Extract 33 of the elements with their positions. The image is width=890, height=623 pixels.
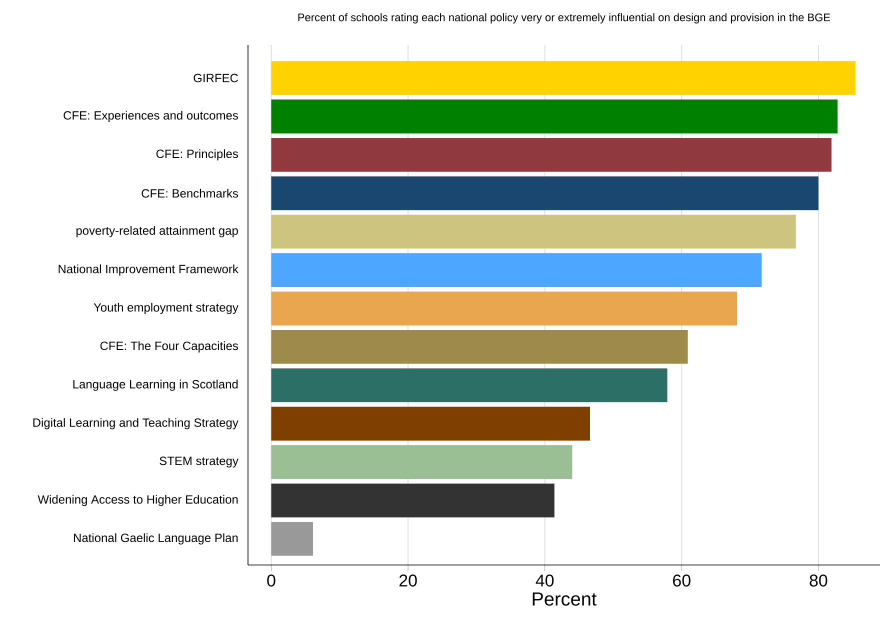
y-tick-label: National Gaelic Language Plan xyxy=(74,533,238,544)
y-tick-label: National Improvement Framework xyxy=(58,264,238,276)
bar xyxy=(271,176,818,210)
bar xyxy=(271,100,838,134)
x-tick-label: 80 xyxy=(810,574,828,587)
x-axis-title: Percent xyxy=(532,592,597,606)
bar xyxy=(271,330,688,364)
bar xyxy=(271,61,856,95)
bar xyxy=(271,484,554,518)
bar xyxy=(271,368,668,402)
chart-title: Percent of schools rating each national policy very or extremely influential on design and provision in the BGE xyxy=(298,13,830,24)
bar xyxy=(271,406,590,441)
bar xyxy=(271,445,572,479)
y-tick-label: CFE: The Four Capacities xyxy=(100,341,238,352)
x-tick-label: 60 xyxy=(673,574,690,587)
bar xyxy=(271,292,738,326)
y-tick-label: CFE: Benchmarks xyxy=(142,188,238,198)
y-tick-label: GIRFEC xyxy=(194,74,238,82)
bar xyxy=(271,522,313,556)
x-tick-label: 0 xyxy=(267,574,276,587)
x-tick-label: 20 xyxy=(399,574,417,587)
y-tick-label: Digital Learning and Teaching Strategy xyxy=(33,418,238,430)
x-tick-label: 40 xyxy=(536,574,554,587)
y-tick-label: poverty-related attainment gap xyxy=(76,226,238,238)
bar xyxy=(271,253,762,287)
y-tick-label: Youth employment strategy xyxy=(94,302,238,314)
y-tick-label: Widening Access to Higher Education xyxy=(38,494,238,506)
bar xyxy=(271,138,832,172)
y-tick-label: CFE: Experiences and outcomes xyxy=(64,110,238,122)
bar xyxy=(271,214,796,249)
y-tick-label: STEM strategy xyxy=(160,456,238,468)
y-tick-label: Language Learning in Scotland xyxy=(73,380,238,391)
y-tick-label: CFE: Principles xyxy=(156,149,238,160)
